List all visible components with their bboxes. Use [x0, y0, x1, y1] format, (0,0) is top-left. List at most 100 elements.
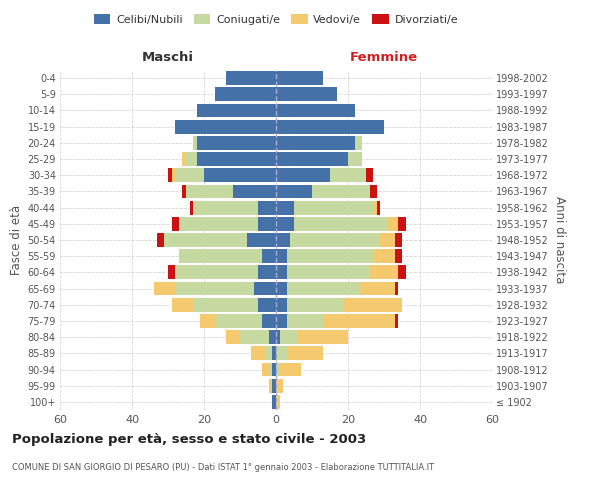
Bar	[272, 379, 276, 392]
Bar	[276, 136, 355, 149]
Bar	[175, 282, 254, 296]
Bar	[197, 136, 276, 149]
Bar	[380, 233, 395, 247]
Bar	[276, 346, 287, 360]
Bar	[182, 152, 186, 166]
Bar	[197, 152, 276, 166]
Bar	[395, 282, 398, 296]
Bar	[175, 266, 258, 280]
Bar	[175, 120, 276, 134]
Bar	[254, 282, 276, 296]
Bar	[280, 362, 301, 376]
Bar	[388, 217, 398, 230]
Bar	[272, 362, 276, 376]
Bar	[186, 152, 197, 166]
Bar	[276, 395, 280, 409]
Text: Maschi: Maschi	[142, 50, 194, 64]
Bar	[276, 200, 294, 214]
Bar	[172, 298, 193, 312]
Bar	[215, 314, 262, 328]
Bar	[262, 314, 276, 328]
Bar	[269, 362, 272, 376]
Y-axis label: Anni di nascita: Anni di nascita	[553, 196, 566, 284]
Bar	[287, 298, 344, 312]
Bar	[204, 168, 276, 182]
Bar	[172, 217, 179, 230]
Bar	[287, 314, 323, 328]
Bar	[276, 330, 280, 344]
Bar	[294, 217, 388, 230]
Bar	[258, 298, 276, 312]
Bar	[287, 282, 359, 296]
Bar	[290, 233, 380, 247]
Bar	[276, 250, 287, 263]
Y-axis label: Fasce di età: Fasce di età	[10, 205, 23, 275]
Bar	[344, 298, 402, 312]
Bar	[276, 88, 337, 101]
Bar	[186, 184, 233, 198]
Bar	[276, 233, 290, 247]
Bar	[272, 346, 276, 360]
Bar	[287, 250, 373, 263]
Bar	[258, 200, 276, 214]
Bar	[355, 136, 362, 149]
Bar	[193, 298, 258, 312]
Bar	[276, 217, 294, 230]
Bar	[366, 168, 373, 182]
Legend: Celibi/Nubili, Coniugati/e, Vedovi/e, Divorziati/e: Celibi/Nubili, Coniugati/e, Vedovi/e, Di…	[91, 10, 461, 28]
Bar	[276, 152, 348, 166]
Bar	[168, 266, 175, 280]
Bar	[276, 184, 312, 198]
Bar	[193, 200, 258, 214]
Bar	[262, 250, 276, 263]
Bar	[258, 266, 276, 280]
Bar	[373, 200, 377, 214]
Bar	[269, 379, 272, 392]
Bar	[190, 200, 193, 214]
Bar	[193, 136, 197, 149]
Bar	[154, 282, 175, 296]
Bar	[172, 168, 175, 182]
Bar	[179, 250, 262, 263]
Text: Popolazione per età, sesso e stato civile - 2003: Popolazione per età, sesso e stato civil…	[12, 432, 366, 446]
Bar	[269, 330, 276, 344]
Bar	[182, 184, 186, 198]
Bar	[179, 217, 258, 230]
Bar	[370, 266, 398, 280]
Bar	[276, 362, 280, 376]
Bar	[276, 266, 287, 280]
Bar	[164, 233, 247, 247]
Bar	[276, 104, 355, 118]
Bar	[298, 330, 348, 344]
Bar	[330, 168, 366, 182]
Bar	[258, 217, 276, 230]
Text: Femmine: Femmine	[350, 50, 418, 64]
Bar	[370, 184, 377, 198]
Bar	[175, 168, 204, 182]
Bar	[398, 266, 406, 280]
Bar	[276, 379, 283, 392]
Bar	[294, 200, 373, 214]
Bar	[276, 298, 287, 312]
Bar	[197, 104, 276, 118]
Bar	[373, 250, 395, 263]
Bar	[226, 330, 240, 344]
Bar	[276, 314, 287, 328]
Bar	[276, 168, 330, 182]
Bar	[251, 346, 265, 360]
Bar	[265, 346, 272, 360]
Bar	[276, 282, 287, 296]
Bar	[200, 314, 215, 328]
Bar	[395, 233, 402, 247]
Bar	[215, 88, 276, 101]
Bar	[247, 233, 276, 247]
Bar	[276, 120, 384, 134]
Bar	[377, 200, 380, 214]
Bar	[287, 266, 370, 280]
Bar	[262, 362, 269, 376]
Bar	[359, 282, 395, 296]
Text: COMUNE DI SAN GIORGIO DI PESARO (PU) - Dati ISTAT 1° gennaio 2003 - Elaborazione: COMUNE DI SAN GIORGIO DI PESARO (PU) - D…	[12, 462, 434, 471]
Bar	[398, 217, 406, 230]
Bar	[287, 346, 323, 360]
Bar	[272, 395, 276, 409]
